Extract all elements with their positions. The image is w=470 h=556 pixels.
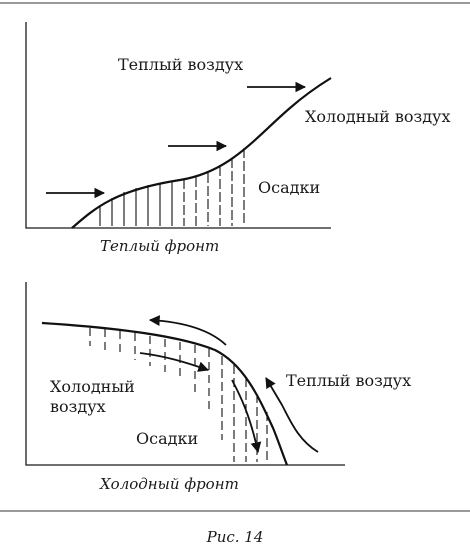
cold-front-caption: Холодный фронт [99, 475, 239, 493]
cold-front-surface [41, 321, 289, 466]
warm-front-axes [25, 22, 331, 229]
warm-front-warm-air-label: Теплый воздух [118, 55, 243, 74]
warm-front-diagram: Теплый воздух Холодный воздух Осадки Теп… [25, 22, 450, 255]
cold-front-precipitation-label: Осадки [136, 429, 198, 448]
warm-front-surface [71, 77, 332, 229]
cold-front-precipitation-hatching [89, 328, 268, 462]
figure-caption: Рис. 14 [206, 528, 264, 546]
cold-front-middle-arrow [139, 352, 210, 372]
cold-front-warm-air-arrow [265, 377, 319, 453]
cold-front-axes [25, 282, 345, 466]
cold-front-cold-air-label-line2: воздух [50, 397, 106, 416]
cold-front-cold-air-label-line1: Холодный [50, 377, 135, 396]
warm-front-caption: Теплый фронт [100, 237, 219, 255]
cold-front-warm-air-label: Теплый воздух [286, 371, 411, 390]
warm-front-precipitation-hatching [99, 148, 245, 226]
warm-front-cold-air-label: Холодный воздух [305, 107, 450, 126]
cold-front-descending-arrow [231, 379, 262, 454]
warm-front-precipitation-label: Осадки [258, 178, 320, 197]
cold-front-upper-arrow [148, 315, 227, 346]
cold-front-diagram: Холодный воздух Теплый воздух Осадки Хол… [25, 282, 411, 493]
